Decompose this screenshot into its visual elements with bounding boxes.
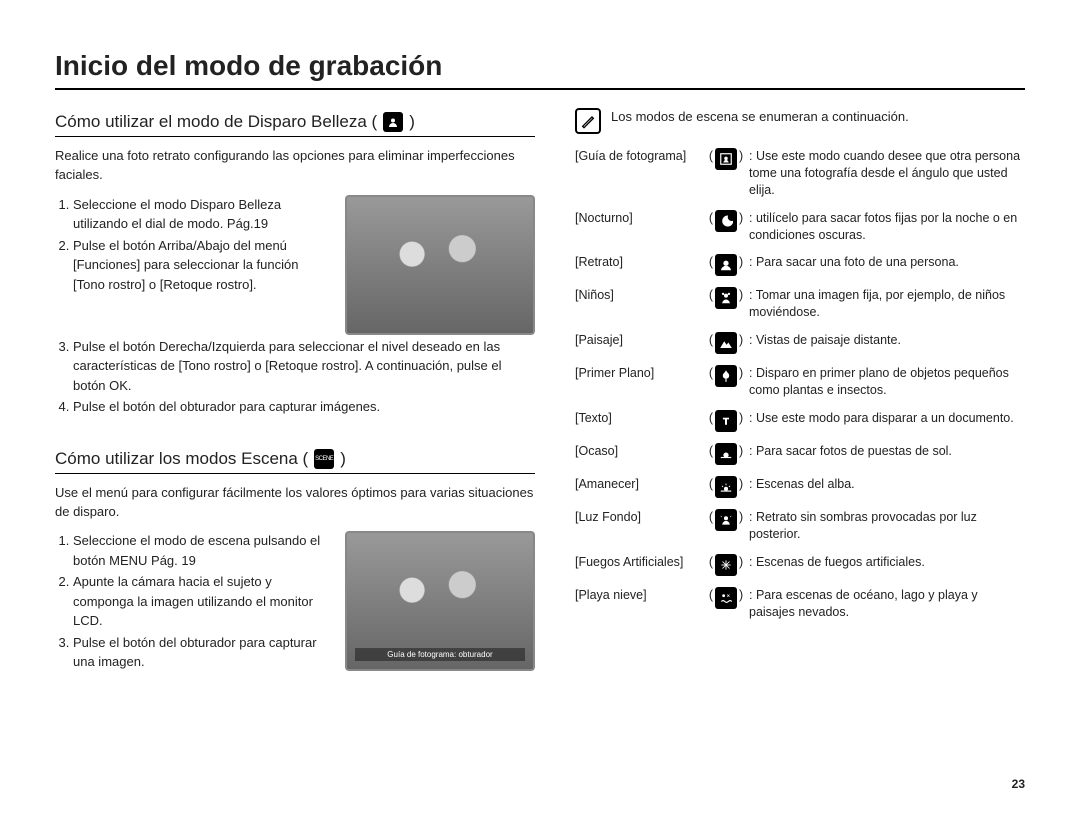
mode-name: [Amanecer] xyxy=(575,476,703,493)
mode-desc: : Use este modo para disparar a un docum… xyxy=(749,410,1025,427)
mode-icon-cell: () xyxy=(703,210,749,232)
svg-text:T: T xyxy=(723,416,729,426)
text-icon: T xyxy=(715,410,737,432)
mode-name: [Paisaje] xyxy=(575,332,703,349)
landscape-icon xyxy=(715,332,737,354)
scene-lcd-preview: Guía de fotograma: obturador xyxy=(345,531,535,671)
mode-desc: : utilícelo para sacar fotos fijas por l… xyxy=(749,210,1025,244)
mode-desc: : Retrato sin sombras provocadas por luz… xyxy=(749,509,1025,543)
mode-icon-cell: () xyxy=(703,443,749,465)
mode-row: [Playa nieve](): Para escenas de océano,… xyxy=(575,587,1025,621)
mode-name: [Retrato] xyxy=(575,254,703,271)
mode-desc: : Vistas de paisaje distante. xyxy=(749,332,1025,349)
subhead-beauty-text: Cómo utilizar el modo de Disparo Belleza… xyxy=(55,112,377,132)
mode-name: [Ocaso] xyxy=(575,443,703,460)
sunset-icon xyxy=(715,443,737,465)
mode-row: [Amanecer](): Escenas del alba. xyxy=(575,476,1025,498)
night-icon xyxy=(715,210,737,232)
scene-step-2: Apunte la cámara hacia el sujeto y compo… xyxy=(73,572,331,631)
fireworks-icon xyxy=(715,554,737,576)
children-icon xyxy=(715,287,737,309)
subhead-beauty-close: ) xyxy=(409,112,415,132)
mode-name: [Fuegos Artificiales] xyxy=(575,554,703,571)
mode-name: [Primer Plano] xyxy=(575,365,703,382)
scene-intro: Use el menú para configurar fácilmente l… xyxy=(55,484,535,522)
mode-row: [Paisaje](): Vistas de paisaje distante. xyxy=(575,332,1025,354)
portrait-icon xyxy=(715,254,737,276)
mode-desc: : Escenas del alba. xyxy=(749,476,1025,493)
scene-note: Los modos de escena se enumeran a contin… xyxy=(611,108,909,127)
mode-name: [Texto] xyxy=(575,410,703,427)
beauty-step-3: Pulse el botón Derecha/Izquierda para se… xyxy=(73,337,535,396)
mode-row: [Texto](T): Use este modo para disparar … xyxy=(575,410,1025,432)
mode-row: [Luz Fondo](): Retrato sin sombras provo… xyxy=(575,509,1025,543)
scene-steps: Seleccione el modo de escena pulsando el… xyxy=(55,531,331,672)
page-title: Inicio del modo de grabación xyxy=(55,50,1025,90)
mode-icon-cell: (T) xyxy=(703,410,749,432)
mode-desc: : Para escenas de océano, lago y playa y… xyxy=(749,587,1025,621)
beauty-step-1: Seleccione el modo Disparo Belleza utili… xyxy=(73,195,331,234)
frame-guide-icon xyxy=(715,148,737,170)
closeup-icon xyxy=(715,365,737,387)
mode-row: [Ocaso](): Para sacar fotos de puestas d… xyxy=(575,443,1025,465)
scene-step-3: Pulse el botón del obturador para captur… xyxy=(73,633,331,672)
mode-icon-cell: () xyxy=(703,287,749,309)
mode-icon-cell: () xyxy=(703,365,749,387)
mode-icon-cell: () xyxy=(703,476,749,498)
mode-icon-cell: () xyxy=(703,587,749,609)
mode-desc: : Tomar una imagen fija, por ejemplo, de… xyxy=(749,287,1025,321)
page-number: 23 xyxy=(1012,777,1025,791)
scene-step-1: Seleccione el modo de escena pulsando el… xyxy=(73,531,331,570)
scene-lcd-caption: Guía de fotograma: obturador xyxy=(355,648,525,661)
mode-icon-cell: () xyxy=(703,254,749,276)
subhead-scene: Cómo utilizar los modos Escena ( SCENE ) xyxy=(55,449,535,474)
mode-row: [Nocturno](): utilícelo para sacar fotos… xyxy=(575,210,1025,244)
mode-icon-cell: () xyxy=(703,554,749,576)
mode-row: [Fuegos Artificiales](): Escenas de fueg… xyxy=(575,554,1025,576)
mode-desc: : Escenas de fuegos artificiales. xyxy=(749,554,1025,571)
left-column: Cómo utilizar el modo de Disparo Belleza… xyxy=(55,108,535,674)
beauty-step-4: Pulse el botón del obturador para captur… xyxy=(73,397,535,417)
mode-desc: : Disparo en primer plano de objetos peq… xyxy=(749,365,1025,399)
beauty-steps-part1: Seleccione el modo Disparo Belleza utili… xyxy=(55,195,331,295)
right-column: Los modos de escena se enumeran a contin… xyxy=(575,108,1025,674)
scene-mode-table: [Guía de fotograma](): Use este modo cua… xyxy=(575,148,1025,620)
mode-name: [Playa nieve] xyxy=(575,587,703,604)
dawn-icon xyxy=(715,476,737,498)
mode-row: [Retrato](): Para sacar una foto de una … xyxy=(575,254,1025,276)
mode-row: [Primer Plano](): Disparo en primer plan… xyxy=(575,365,1025,399)
beauty-step-2: Pulse el botón Arriba/Abajo del menú [Fu… xyxy=(73,236,331,295)
beauty-shot-icon xyxy=(383,112,403,132)
subhead-scene-close: ) xyxy=(340,449,346,469)
mode-icon-cell: () xyxy=(703,148,749,170)
mode-name: [Niños] xyxy=(575,287,703,304)
beach-snow-icon xyxy=(715,587,737,609)
mode-name: [Guía de fotograma] xyxy=(575,148,703,165)
backlight-icon xyxy=(715,509,737,531)
scene-mode-icon: SCENE xyxy=(314,449,334,469)
mode-desc: : Use este modo cuando desee que otra pe… xyxy=(749,148,1025,199)
mode-name: [Nocturno] xyxy=(575,210,703,227)
mode-icon-cell: () xyxy=(703,509,749,531)
subhead-scene-text: Cómo utilizar los modos Escena ( xyxy=(55,449,308,469)
mode-desc: : Para sacar una foto de una persona. xyxy=(749,254,1025,271)
mode-row: [Niños](): Tomar una imagen fija, por ej… xyxy=(575,287,1025,321)
mode-row: [Guía de fotograma](): Use este modo cua… xyxy=(575,148,1025,199)
mode-icon-cell: () xyxy=(703,332,749,354)
note-icon xyxy=(575,108,601,134)
beauty-intro: Realice una foto retrato configurando la… xyxy=(55,147,535,185)
mode-name: [Luz Fondo] xyxy=(575,509,703,526)
mode-desc: : Para sacar fotos de puestas de sol. xyxy=(749,443,1025,460)
subhead-beauty: Cómo utilizar el modo de Disparo Belleza… xyxy=(55,112,535,137)
beauty-steps-part2: Pulse el botón Derecha/Izquierda para se… xyxy=(55,337,535,417)
beauty-lcd-preview xyxy=(345,195,535,335)
